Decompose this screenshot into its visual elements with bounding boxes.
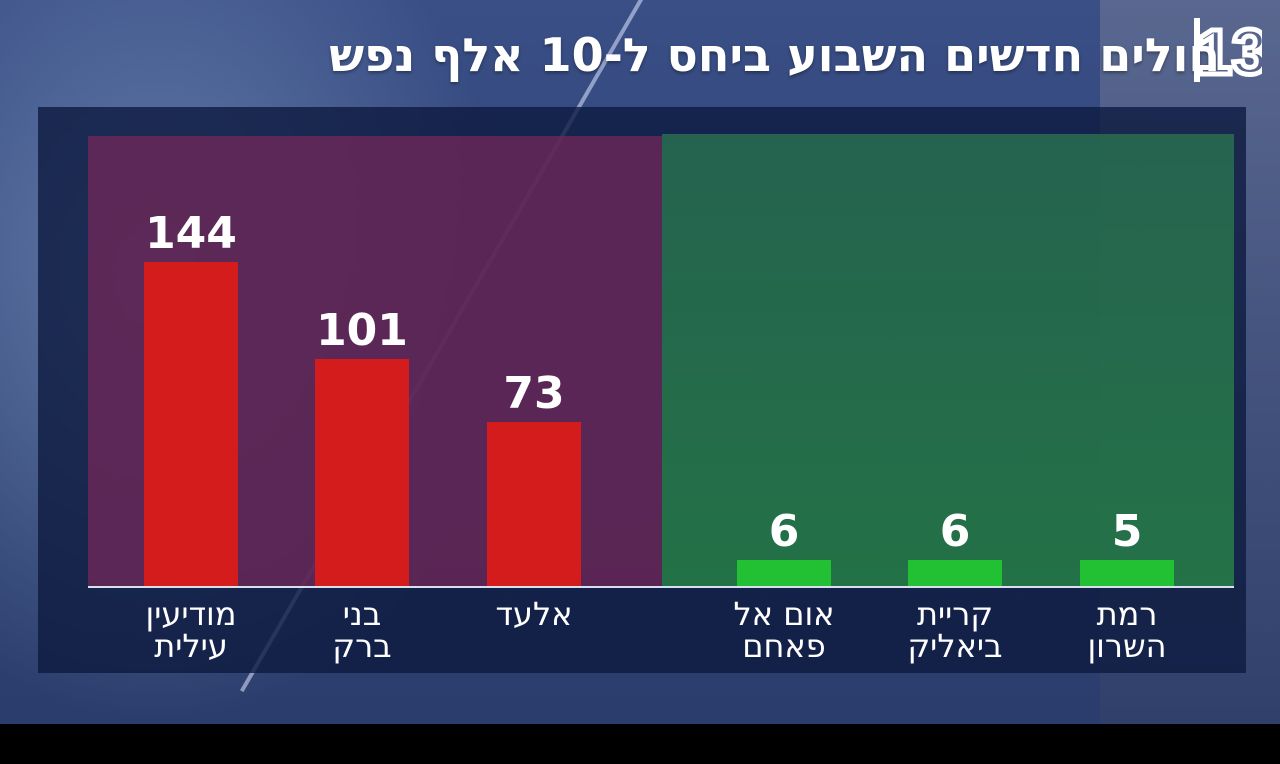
bar-value-label-1: 101 xyxy=(316,304,408,356)
bar-value-label-4: 6 xyxy=(939,506,971,557)
channel-13-logo-icon: 13 xyxy=(1194,14,1262,88)
chart-frame: חולים חדשים השבוע ביחס ל-10 אלף נפש 13 1… xyxy=(0,0,1280,724)
bar-2 xyxy=(487,421,581,586)
bar-value-label-3: 6 xyxy=(768,506,800,557)
bar-value-label-2: 73 xyxy=(503,367,565,419)
category-label-line: בני xyxy=(342,595,382,633)
category-label-line: אום אל xyxy=(733,595,835,633)
bar-5 xyxy=(1080,560,1174,586)
category-label-line: פאחם xyxy=(742,627,826,665)
category-label-line: השרון xyxy=(1087,627,1167,665)
category-label-1: בני ברק xyxy=(277,598,447,662)
category-label-0: מודיעין עילית xyxy=(106,598,276,662)
bar-0 xyxy=(144,262,238,586)
category-label-line: אלעד xyxy=(495,595,573,633)
logo-text: 13 xyxy=(1196,16,1262,88)
x-axis-baseline xyxy=(88,586,1234,588)
category-label-5: רמת השרון xyxy=(1042,598,1212,662)
category-label-line: מודיעין xyxy=(145,595,237,633)
bar-value-label-0: 144 xyxy=(145,208,237,259)
bar-3 xyxy=(737,560,831,586)
chart-title: חולים חדשים השבוע ביחס ל-10 אלף נפש xyxy=(329,28,1220,82)
bar-value-label-5: 5 xyxy=(1111,506,1143,557)
category-label-2: אלעד xyxy=(449,598,619,630)
bar-1 xyxy=(315,358,409,586)
category-label-line: קריית xyxy=(916,595,994,633)
letterbox-bar xyxy=(0,724,1280,764)
bar-4 xyxy=(908,560,1002,586)
category-label-3: אום אל פאחם xyxy=(699,598,869,662)
category-label-line: ביאליק xyxy=(907,627,1003,665)
category-label-line: ברק xyxy=(332,627,392,665)
low-rate-zone xyxy=(662,134,1234,586)
category-label-line: עילית xyxy=(154,627,228,665)
category-label-line: רמת xyxy=(1096,595,1158,633)
category-label-4: קריית ביאליק xyxy=(870,598,1040,662)
